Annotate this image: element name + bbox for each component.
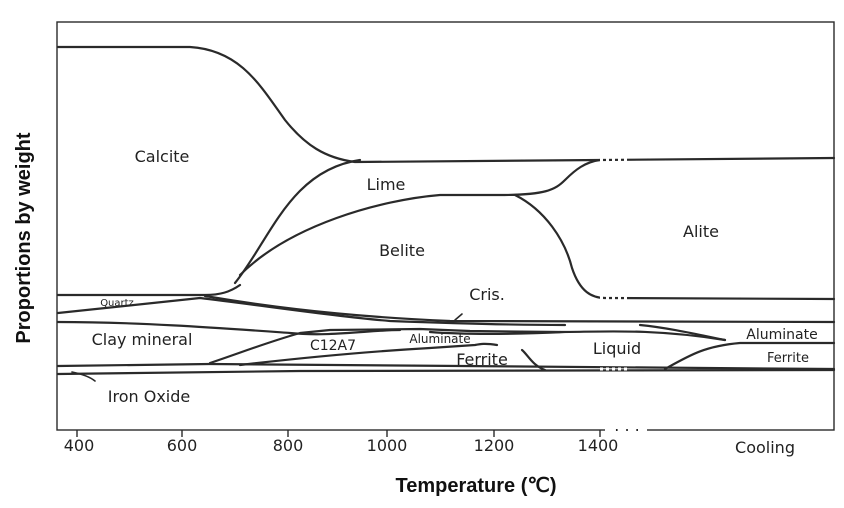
label-aluminate-mid: Aluminate	[409, 332, 470, 346]
x-tick-600: 600	[167, 436, 198, 455]
quartz-lower-boundary	[56, 296, 567, 327]
x-tick-400: 400	[64, 436, 95, 455]
plot-frame	[56, 21, 835, 431]
belite-alite-boundary-curve	[513, 193, 836, 301]
c12a7-upper-boundary	[208, 327, 562, 365]
label-c12a7: C12A7	[310, 338, 356, 354]
cris-tick	[454, 313, 463, 321]
label-ferrite-mid: Ferrite	[456, 350, 508, 369]
label-cris: Cris.	[469, 285, 505, 304]
x-axis-ticks	[76, 430, 601, 437]
label-quartz: Quartz	[100, 298, 134, 309]
x-axis-title: Temperature (℃)	[395, 475, 556, 497]
cris-boundary	[203, 294, 836, 324]
label-liquid: Liquid	[593, 339, 641, 358]
clay-bottom-boundary	[56, 362, 836, 371]
ferrite-upper-boundary	[238, 342, 499, 367]
x-tick-1200: 1200	[474, 436, 515, 455]
clay-lower-boundary	[56, 320, 402, 336]
cooling-label: Cooling	[735, 438, 795, 457]
liquid-right-boundary	[663, 341, 836, 371]
label-clay-mineral: Clay mineral	[92, 330, 193, 349]
axis-break	[605, 427, 647, 433]
aluminate-right-boundary	[638, 323, 727, 342]
x-tick-1000: 1000	[367, 436, 408, 455]
x-tick-1400: 1400	[578, 436, 619, 455]
label-ferrite-right: Ferrite	[767, 351, 809, 366]
iron-oxide-tick	[71, 371, 96, 382]
label-lime: Lime	[367, 175, 406, 194]
label-calcite: Calcite	[135, 147, 190, 166]
x-tick-800: 800	[273, 436, 304, 455]
dotted-gap-marks	[600, 158, 630, 371]
aluminate-boundary	[428, 330, 727, 342]
axis-ellipsis: . . .	[614, 416, 639, 435]
lime-belite-boundary-curve	[233, 158, 362, 285]
label-alite: Alite	[683, 222, 719, 241]
quartz-top-boundary	[56, 283, 242, 297]
liquid-left-boundary	[520, 348, 547, 372]
label-aluminate-right: Aluminate	[746, 327, 817, 343]
iron-oxide-boundary	[56, 368, 836, 376]
label-belite: Belite	[379, 241, 425, 260]
y-axis-title: Proportions by weight	[13, 132, 35, 343]
calcite-boundary-curve	[56, 45, 836, 164]
belite-upper-boundary-curve	[238, 158, 602, 277]
label-iron-oxide: Iron Oxide	[108, 387, 190, 406]
